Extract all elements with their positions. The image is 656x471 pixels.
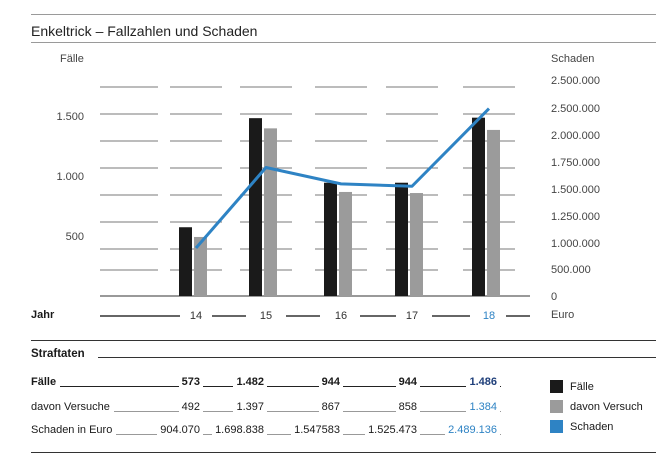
chart-area: 500 1.000 1.500 0 500.000 1.000.000 1.250.000 1…	[56, 75, 600, 322]
legend-label: Schaden	[570, 421, 614, 433]
x-tick-label: 15	[260, 310, 272, 322]
table-row: davon Versuche 492 1.397 867 858 1.384	[31, 401, 501, 417]
bar-davon-versuch	[410, 193, 423, 296]
bar-davon-versuch	[194, 236, 207, 296]
table-cell: 904.070	[157, 424, 203, 436]
bar-davon-versuch	[264, 128, 277, 296]
table-cell: 867	[318, 401, 343, 413]
y-right-tick-label: 2.500.000	[551, 103, 600, 115]
legend-swatch	[550, 400, 563, 413]
legend-swatch	[550, 380, 563, 393]
table-cell: 1.384	[466, 401, 500, 413]
table-cell: 1.525.473	[365, 424, 420, 436]
table-heading-rule	[98, 357, 656, 358]
row-label: Schaden in Euro	[31, 424, 117, 436]
bar-davon-versuch	[339, 191, 352, 296]
table-cell: 1.698.838	[212, 424, 267, 436]
y-right-tick-label: 2.000.000	[551, 130, 600, 142]
table-row: Schaden in Euro 904.070 1.698.838 1.547583 1…	[31, 424, 501, 440]
x-tick-label: 18	[483, 310, 495, 322]
y-right-tick-label: 1.500.000	[551, 184, 600, 196]
title-rule	[31, 42, 656, 43]
table-cell: 1.482	[233, 376, 267, 388]
table-heading: Straftaten	[31, 348, 85, 360]
legend-swatch	[550, 420, 563, 433]
y-right-tick-label: 2.500.000	[551, 75, 600, 87]
x-tick-label: 16	[335, 310, 347, 322]
y-left-tick-label: 1.500	[56, 111, 84, 123]
table-cell: 858	[395, 401, 420, 413]
table-cell: 944	[395, 376, 420, 388]
y-right-tick-label: 1.750.000	[551, 157, 600, 169]
table-cell: 944	[318, 376, 343, 388]
x-axis-label: Jahr	[31, 309, 55, 321]
x-tick-label: 17	[406, 310, 418, 322]
bar-fälle	[249, 118, 262, 296]
y-left-tick-label: 500	[66, 231, 84, 243]
row-label: davon Versuche	[31, 401, 114, 413]
bar-fälle	[324, 182, 337, 296]
legend-label: Fälle	[570, 381, 594, 393]
y-right-unit-label: Euro	[551, 309, 575, 321]
y-right-tick-label: 1.250.000	[551, 211, 600, 223]
table-cell: 492	[178, 401, 203, 413]
table-cell: 1.397	[233, 401, 267, 413]
table-top-rule	[31, 340, 656, 341]
y-right-axis-label: Schaden	[551, 53, 595, 65]
y-right-tick-label: 0	[551, 291, 557, 303]
table-cell: 573	[178, 376, 203, 388]
bar-fälle	[179, 227, 192, 296]
y-right-tick-label: 500.000	[551, 264, 591, 276]
table-row: Fälle 573 1.482 944 944 1.486	[31, 376, 501, 392]
top-rule	[31, 14, 656, 15]
table-cell: 1.547583	[291, 424, 343, 436]
y-left-tick-label: 1.000	[56, 171, 84, 183]
x-tick-label: 14	[190, 310, 202, 322]
y-left-axis-label: Fälle	[60, 53, 84, 65]
y-right-tick-label: 1.000.000	[551, 238, 600, 250]
table-cell: 1.486	[466, 376, 500, 388]
row-label: Fälle	[31, 376, 61, 388]
bar-davon-versuch	[487, 129, 500, 296]
legend-label: davon Versuch	[570, 401, 643, 413]
bar-fälle	[395, 182, 408, 296]
chart-title: Enkeltrick – Fallzahlen und Schaden	[31, 23, 258, 39]
bar-fälle	[472, 117, 485, 297]
bottom-rule	[31, 452, 656, 453]
table-cell: 2.489.136	[445, 424, 500, 436]
